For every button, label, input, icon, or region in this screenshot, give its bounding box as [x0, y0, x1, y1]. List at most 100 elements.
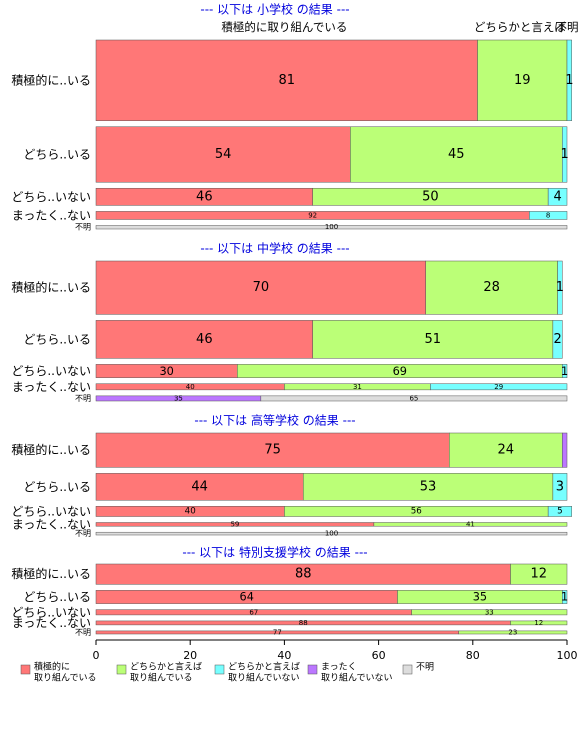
data-label: 50 [422, 189, 439, 204]
legend-swatch [116, 664, 127, 675]
x-tick-label: 20 [183, 649, 197, 662]
x-tick-label: 0 [93, 649, 100, 662]
data-label: 64 [240, 590, 254, 603]
bar-segment [95, 225, 568, 230]
x-tick-label: 60 [372, 649, 386, 662]
legend-label: 不明 [416, 662, 434, 673]
row-label: 不明 [75, 394, 91, 403]
data-label: 30 [159, 364, 173, 378]
data-label: 12 [530, 567, 547, 582]
data-label: 59 [230, 520, 239, 528]
data-label: 56 [411, 506, 422, 516]
data-label: 24 [497, 443, 514, 458]
row-label: まったく..ない [12, 208, 91, 222]
bar-segment [411, 609, 568, 616]
row-label: どちら..いない [11, 364, 91, 378]
bar-segment [529, 211, 568, 220]
bar-segment [373, 522, 568, 527]
top-label: どちらかと言えば [474, 20, 566, 34]
data-label: 2 [553, 332, 561, 347]
data-label: 40 [186, 383, 195, 391]
row-label: どちら..いる [23, 480, 91, 494]
data-label: 1 [565, 73, 573, 88]
data-label: 12 [534, 619, 543, 627]
data-label: 51 [424, 332, 441, 347]
bar-segment [350, 126, 563, 183]
row-label: まったく..ない [12, 517, 91, 531]
row-label: どちら..いる [23, 332, 91, 346]
data-label: 88 [295, 567, 312, 582]
data-label: 5 [557, 506, 563, 516]
row-label: まったく..ない [12, 380, 91, 394]
legend-label: 取り組んでいる [130, 672, 193, 684]
legend-label: 取り組んでいる [34, 672, 97, 684]
legend-swatch [214, 664, 225, 675]
data-label: 40 [185, 506, 196, 516]
data-label: 31 [353, 383, 362, 391]
legend-label: 積極的に [34, 661, 70, 673]
row-label: 不明 [75, 223, 91, 232]
data-label: 88 [299, 619, 308, 627]
data-label: 35 [174, 394, 183, 402]
bar-segment [430, 383, 568, 391]
bar-segment [458, 630, 568, 635]
bar-segment [552, 473, 568, 501]
data-label: 44 [191, 479, 208, 494]
panel-title: --- 以下は 高等学校 の結果 --- [194, 413, 355, 428]
row-label: どちら..いない [11, 605, 91, 619]
x-tick-label: 40 [277, 649, 291, 662]
row-label: どちら..いない [11, 190, 91, 204]
data-label: 67 [249, 608, 258, 616]
legend-label: どちらかと言えば [130, 661, 202, 673]
data-label: 3 [556, 479, 564, 494]
bar-segment [425, 260, 558, 315]
bar-segment [562, 590, 568, 604]
data-label: 1 [561, 147, 569, 162]
data-label: 100 [325, 530, 338, 538]
data-label: 65 [409, 394, 418, 402]
row-label: どちら..いる [23, 590, 91, 604]
data-label: 4 [553, 189, 561, 204]
row-label: 不明 [75, 628, 91, 637]
data-label: 1 [561, 590, 568, 603]
bar-segment [566, 39, 572, 121]
legend-label: まったく [321, 662, 357, 673]
data-label: 53 [420, 479, 437, 494]
row-label: どちら..いる [23, 147, 91, 161]
data-label: 75 [264, 443, 281, 458]
bar-segment [557, 260, 563, 315]
top-label: 不明 [556, 20, 579, 34]
top-label: 積極的に取り組んでいる [221, 20, 347, 34]
data-label: 41 [466, 520, 475, 528]
legend-swatch [402, 664, 413, 675]
legend-label: 取り組んでいない [228, 672, 300, 684]
data-label: 69 [393, 364, 407, 378]
panel-title: --- 以下は 中学校 の結果 --- [200, 241, 349, 256]
data-label: 19 [514, 73, 531, 88]
bar-segment [547, 187, 568, 206]
row-label: 不明 [75, 529, 91, 538]
data-label: 77 [273, 628, 282, 636]
bar-segment [95, 260, 426, 315]
bar-segment [95, 531, 568, 536]
x-tick-label: 100 [557, 649, 578, 662]
data-label: 81 [278, 73, 295, 88]
bar-segment [562, 364, 568, 378]
data-label: 54 [215, 147, 232, 162]
data-label: 33 [485, 608, 494, 616]
bar-segment [95, 432, 450, 468]
data-label: 1 [556, 280, 564, 295]
bar-segment [547, 506, 572, 517]
legend-label: 取り組んでいない [321, 672, 393, 684]
legend-swatch [20, 664, 31, 675]
bar-segment [449, 432, 563, 468]
row-label: まったく..ない [12, 616, 91, 630]
panel-title: --- 以下は 特別支援学校 の結果 --- [182, 545, 367, 560]
row-label: 積極的に..いる [11, 566, 91, 581]
row-label: どちら..いない [11, 504, 91, 518]
bar-segment [95, 320, 313, 359]
bar-segment [477, 39, 568, 121]
row-label: 積極的に..いる [11, 72, 91, 87]
bar-segment [562, 432, 568, 468]
